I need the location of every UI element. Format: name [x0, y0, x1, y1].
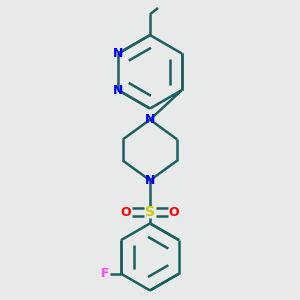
Text: N: N — [113, 84, 123, 97]
Text: O: O — [121, 206, 131, 219]
Text: N: N — [145, 174, 155, 187]
Text: S: S — [145, 205, 155, 219]
Text: N: N — [145, 113, 155, 126]
Text: N: N — [113, 47, 123, 60]
Text: O: O — [169, 206, 179, 219]
Text: F: F — [101, 267, 109, 280]
